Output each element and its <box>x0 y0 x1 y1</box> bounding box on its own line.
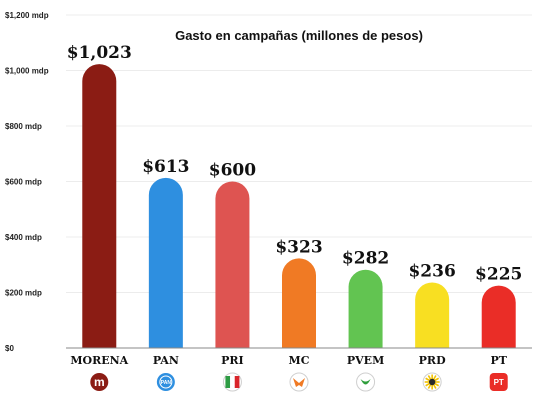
pvem-logo-icon <box>356 372 376 392</box>
y-tick-label: $400 mdp <box>5 233 42 242</box>
bar-pan <box>148 177 183 348</box>
data-label-morena: $1,023 <box>67 43 132 63</box>
bar-morena <box>82 64 117 349</box>
data-label-pvem: $282 <box>342 249 389 269</box>
svg-text:PT: PT <box>494 378 504 387</box>
category-label-pri: PRI <box>221 354 244 367</box>
data-label-prd: $236 <box>408 262 455 282</box>
prd-logo-icon <box>422 372 442 392</box>
bar-mc <box>282 258 316 348</box>
data-label-pan: $613 <box>142 157 189 177</box>
category-label-mc: MC <box>289 354 310 367</box>
category-labels: MORENA PAN PRI MC PVEM PRD PT <box>70 354 507 367</box>
bar-pvem <box>348 269 383 348</box>
category-label-morena: MORENA <box>70 354 128 367</box>
category-label-prd: PRD <box>419 354 446 367</box>
y-tick-label: $0 <box>5 344 14 353</box>
mc-logo-icon <box>289 372 309 392</box>
data-label-mc: $323 <box>275 237 322 257</box>
data-labels: $1,023 $613 $600 $323 $282 $236 $225 <box>67 43 523 284</box>
y-tick-label: $1,200 mdp <box>5 11 49 20</box>
y-tick-label: $200 mdp <box>5 289 42 298</box>
y-tick-label: $800 mdp <box>5 122 42 131</box>
svg-text:PAN: PAN <box>161 380 172 386</box>
category-label-pt: PT <box>490 354 507 367</box>
grid-lines <box>66 14 532 293</box>
y-axis-ticks: $0 $200 mdp $400 mdp $600 mdp $800 mdp $1,000… <box>5 11 49 353</box>
data-label-pri: $600 <box>209 161 256 181</box>
bars <box>82 64 516 349</box>
bar-pt <box>481 285 516 348</box>
category-label-pan: PAN <box>153 354 179 367</box>
bar-prd <box>415 282 450 348</box>
bar-pri <box>215 181 250 348</box>
svg-text:m: m <box>94 375 105 389</box>
party-logos: m PAN PT <box>90 372 508 392</box>
y-tick-label: $1,000 mdp <box>5 67 49 76</box>
morena-logo-icon: m <box>90 373 109 391</box>
pri-logo-icon <box>222 372 242 392</box>
pt-logo-icon: PT <box>489 373 508 391</box>
y-tick-label: $600 mdp <box>5 178 42 187</box>
data-label-pt: $225 <box>475 265 522 285</box>
category-label-pvem: PVEM <box>347 354 384 367</box>
chart-title: Gasto en campañas (millones de pesos) <box>175 28 423 43</box>
pan-logo-icon: PAN <box>156 373 175 391</box>
